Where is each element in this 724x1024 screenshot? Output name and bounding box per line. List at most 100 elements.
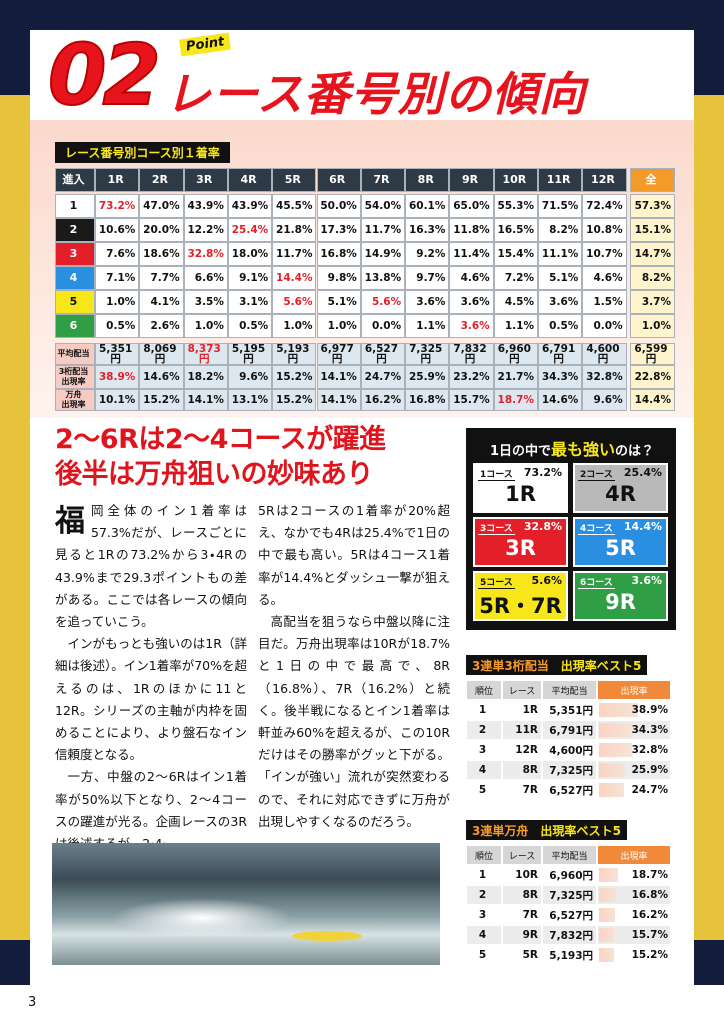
table-cell: 7.7% [139,266,184,290]
table-cell: 71.5% [538,194,583,218]
table-cell: 6,791円 [542,720,597,740]
box-title-part: 1日の中で [489,444,551,459]
rate-label: 24.7% [631,784,668,796]
table-cell: 13.8% [360,266,406,290]
table-cell: 11R [502,720,542,740]
table-cell: 3.6% [405,290,450,314]
table-cell: 1.0% [630,314,675,338]
table-cell: 16.8% [405,389,450,411]
table-cell: 6.6% [183,266,228,290]
table-cell: 4.5% [493,290,538,314]
card-course: 4コース [578,521,615,535]
card: 2コース 25.4% 4R [573,463,668,513]
section-number: 02 [47,25,162,125]
table-cell: 7,832円 [542,925,597,945]
table-cell: 7,832円 [449,343,494,365]
table-cell: 6,977円 [316,343,361,365]
best-subtitle: 出現率ベスト5 [534,820,627,840]
table-cell: 0.5% [227,314,273,338]
rate-label: 34.3% [631,724,668,736]
table-cell: 18.6% [139,242,184,266]
table-cell: 9.6% [227,365,273,389]
text-column: 福 岡全体のイン1着率は57.3%だが、レースごとに見ると1Rの73.2%から3… [55,500,247,855]
table-cell: 11.7% [272,242,317,266]
drop-cap: 福 [55,504,85,539]
column-header: 12R [582,168,627,192]
table-cell: 43.9% [183,194,228,218]
table-cell: 14.4% [272,266,317,290]
table-cell: 6,527円 [542,780,597,800]
table-cell: 5,195円 [227,343,273,365]
card-rate: 3.6% [631,574,662,587]
table-cell: 3.1% [227,290,273,314]
table-cell: 6,527円 [360,343,406,365]
column-header: 出現率 [597,680,671,700]
paragraph: インがもっとも強いのは1R（詳細は後述）。イン1着率が70%を超えるのは、1Rの… [55,636,247,763]
column-header: 5R [272,168,317,192]
table-cell: 8R [502,760,542,780]
table-cell: 1.5% [582,290,627,314]
table-cell: 9.1% [227,266,273,290]
table-cell: 7.2% [493,266,538,290]
table-cell: 65.0% [449,194,494,218]
rate-label: 18.7% [631,869,668,881]
table-cell: 32.8% [582,365,627,389]
table-cell: 3 [466,740,502,760]
table-cell: 1 [466,700,502,720]
card-race: 1R [505,482,536,506]
table-cell: 24.7% [360,365,406,389]
column-header: 4R [227,168,273,192]
rate-bar [599,783,624,797]
table-cell: 5,351円 [95,343,140,365]
table-cell: 14.1% [183,389,228,411]
headline-line: 後半は万舟狙いの妙味あり [55,459,373,490]
table-cell: 23.2% [449,365,494,389]
best-title: 3連単万舟 [466,820,535,840]
card-rate: 73.2% [523,466,562,479]
table-cell: 6,960円 [493,343,538,365]
table-cell: 32.8% [183,242,228,266]
best-table-title: 3連単万舟 出現率ベスト5 [466,820,627,840]
table-cell: 1.0% [316,314,361,338]
side-band [0,45,30,985]
page-number: 3 [28,995,37,1010]
table-cell: 10.7% [582,242,627,266]
table-cell: 16.8% [316,242,361,266]
table-cell: 8.2% [538,218,583,242]
paragraph: 岡全体のイン1着率は57.3%だが、レースごとに見ると1Rの73.2%から3・4… [55,503,247,630]
box-title: 1日の中で最も強いのは？ [472,436,672,460]
table-cell: 38.9% [95,365,140,389]
card-race: 5R・7R [479,594,562,618]
column-header: 2R [139,168,184,192]
table-cell: 3.5% [183,290,228,314]
best-subtitle: 出現率ベスト5 [554,655,648,675]
table-cell: 50.0% [316,194,361,218]
table-cell: 2 [466,720,502,740]
table-cell: 4 [466,760,502,780]
table-cell: 20.0% [139,218,184,242]
column-header: 11R [538,168,583,192]
table-cell: 10.1% [95,389,140,411]
table-cell: 14.6% [538,389,583,411]
table-cell: 2.6% [139,314,184,338]
paragraph: 一方、中盤の2〜6Rはイン1着率が50%以下となり、2〜4コースの躍進が光る。企… [55,769,247,851]
table-cell: 1 [466,865,502,885]
table-cell: 6,791円 [538,343,583,365]
row-header: 1 [55,194,95,218]
rate-cell [597,925,671,945]
table-cell: 5.6% [360,290,406,314]
rate-bar [599,948,615,962]
table-cell: 8.2% [630,266,675,290]
card: 3コース 32.8% 3R [473,517,568,567]
table-cell: 25.9% [405,365,450,389]
table-cell: 5,351円 [542,700,597,720]
table-cell: 15.1% [630,218,675,242]
table-cell: 7,325円 [405,343,450,365]
rate-bar [599,763,625,777]
card-rate: 5.6% [531,574,562,587]
table-cell: 1R [502,700,542,720]
card: 1コース 73.2% 1R [473,463,568,513]
table-cell: 14.1% [316,365,361,389]
side-band [694,45,724,985]
